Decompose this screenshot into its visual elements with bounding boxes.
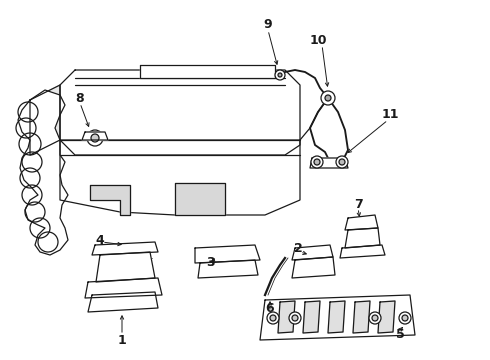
- Circle shape: [91, 134, 99, 142]
- Polygon shape: [292, 257, 335, 278]
- Circle shape: [311, 156, 323, 168]
- Polygon shape: [340, 245, 385, 258]
- Circle shape: [292, 315, 298, 321]
- Text: 6: 6: [266, 302, 274, 315]
- Text: 10: 10: [309, 33, 327, 46]
- Circle shape: [289, 312, 301, 324]
- Circle shape: [321, 91, 335, 105]
- Text: 2: 2: [294, 242, 302, 255]
- Circle shape: [87, 130, 103, 146]
- Circle shape: [399, 312, 411, 324]
- Text: 7: 7: [354, 198, 363, 211]
- Polygon shape: [328, 301, 345, 333]
- Polygon shape: [82, 132, 108, 140]
- Circle shape: [314, 159, 320, 165]
- Polygon shape: [175, 183, 225, 215]
- Polygon shape: [353, 301, 370, 333]
- Polygon shape: [195, 245, 260, 263]
- Text: 8: 8: [75, 91, 84, 104]
- Circle shape: [402, 315, 408, 321]
- Text: 1: 1: [118, 333, 126, 346]
- Polygon shape: [85, 278, 162, 298]
- Text: 4: 4: [96, 234, 104, 247]
- Polygon shape: [278, 301, 295, 333]
- Text: 11: 11: [381, 108, 399, 122]
- Polygon shape: [378, 301, 395, 333]
- Polygon shape: [60, 140, 300, 215]
- Polygon shape: [292, 245, 333, 260]
- Circle shape: [270, 315, 276, 321]
- Polygon shape: [310, 158, 348, 168]
- Polygon shape: [88, 292, 158, 312]
- Polygon shape: [92, 242, 158, 255]
- Polygon shape: [140, 65, 275, 78]
- Polygon shape: [96, 252, 155, 282]
- Text: 9: 9: [264, 18, 272, 31]
- Circle shape: [325, 95, 331, 101]
- Polygon shape: [198, 260, 258, 278]
- Text: 3: 3: [206, 256, 214, 270]
- Circle shape: [336, 156, 348, 168]
- Polygon shape: [260, 295, 415, 340]
- Circle shape: [339, 159, 345, 165]
- Polygon shape: [303, 301, 320, 333]
- Polygon shape: [18, 90, 68, 255]
- Polygon shape: [60, 70, 300, 155]
- Polygon shape: [90, 185, 130, 215]
- Polygon shape: [30, 85, 60, 155]
- Circle shape: [369, 312, 381, 324]
- Text: 5: 5: [395, 328, 404, 342]
- Circle shape: [372, 315, 378, 321]
- Circle shape: [267, 312, 279, 324]
- Circle shape: [275, 70, 285, 80]
- Polygon shape: [345, 228, 380, 248]
- Circle shape: [278, 73, 282, 77]
- Polygon shape: [345, 215, 378, 230]
